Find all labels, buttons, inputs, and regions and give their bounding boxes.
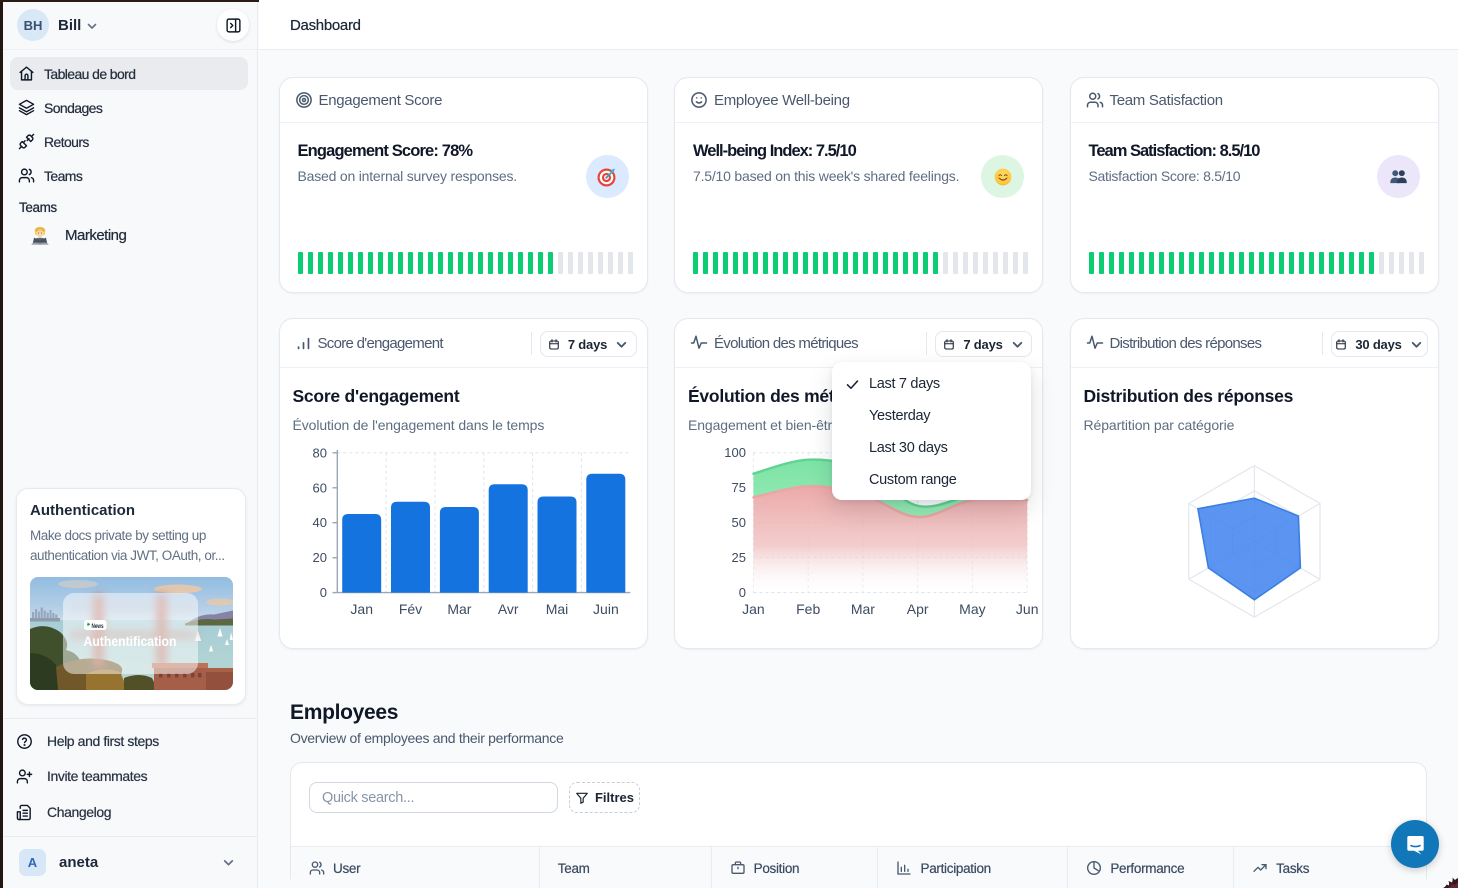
svg-text:50: 50	[732, 515, 746, 530]
svg-text:May: May	[959, 601, 985, 617]
svg-text:Jan: Jan	[350, 601, 373, 617]
svg-text:0: 0	[739, 585, 746, 600]
svg-text:0: 0	[319, 585, 326, 600]
svg-text:Jan: Jan	[742, 601, 765, 617]
svg-text:80: 80	[312, 445, 326, 460]
svg-text:25: 25	[732, 550, 746, 565]
svg-text:Authentification: Authentification	[84, 634, 177, 649]
svg-text:Mar: Mar	[447, 601, 471, 617]
svg-text:Avr: Avr	[497, 601, 518, 617]
svg-text:Jun: Jun	[1016, 601, 1039, 617]
svg-text:60: 60	[312, 480, 326, 495]
svg-text:Fév: Fév	[398, 601, 421, 617]
svg-text:Juin: Juin	[593, 601, 619, 617]
svg-text:Mai: Mai	[545, 601, 568, 617]
svg-text:100: 100	[724, 445, 746, 460]
svg-text:News: News	[92, 623, 104, 630]
svg-text:20: 20	[312, 550, 326, 565]
svg-text:Mar: Mar	[851, 601, 875, 617]
svg-text:75: 75	[732, 480, 746, 495]
svg-text:Feb: Feb	[796, 601, 820, 617]
svg-text:Apr: Apr	[907, 601, 929, 617]
svg-text:40: 40	[312, 515, 326, 530]
